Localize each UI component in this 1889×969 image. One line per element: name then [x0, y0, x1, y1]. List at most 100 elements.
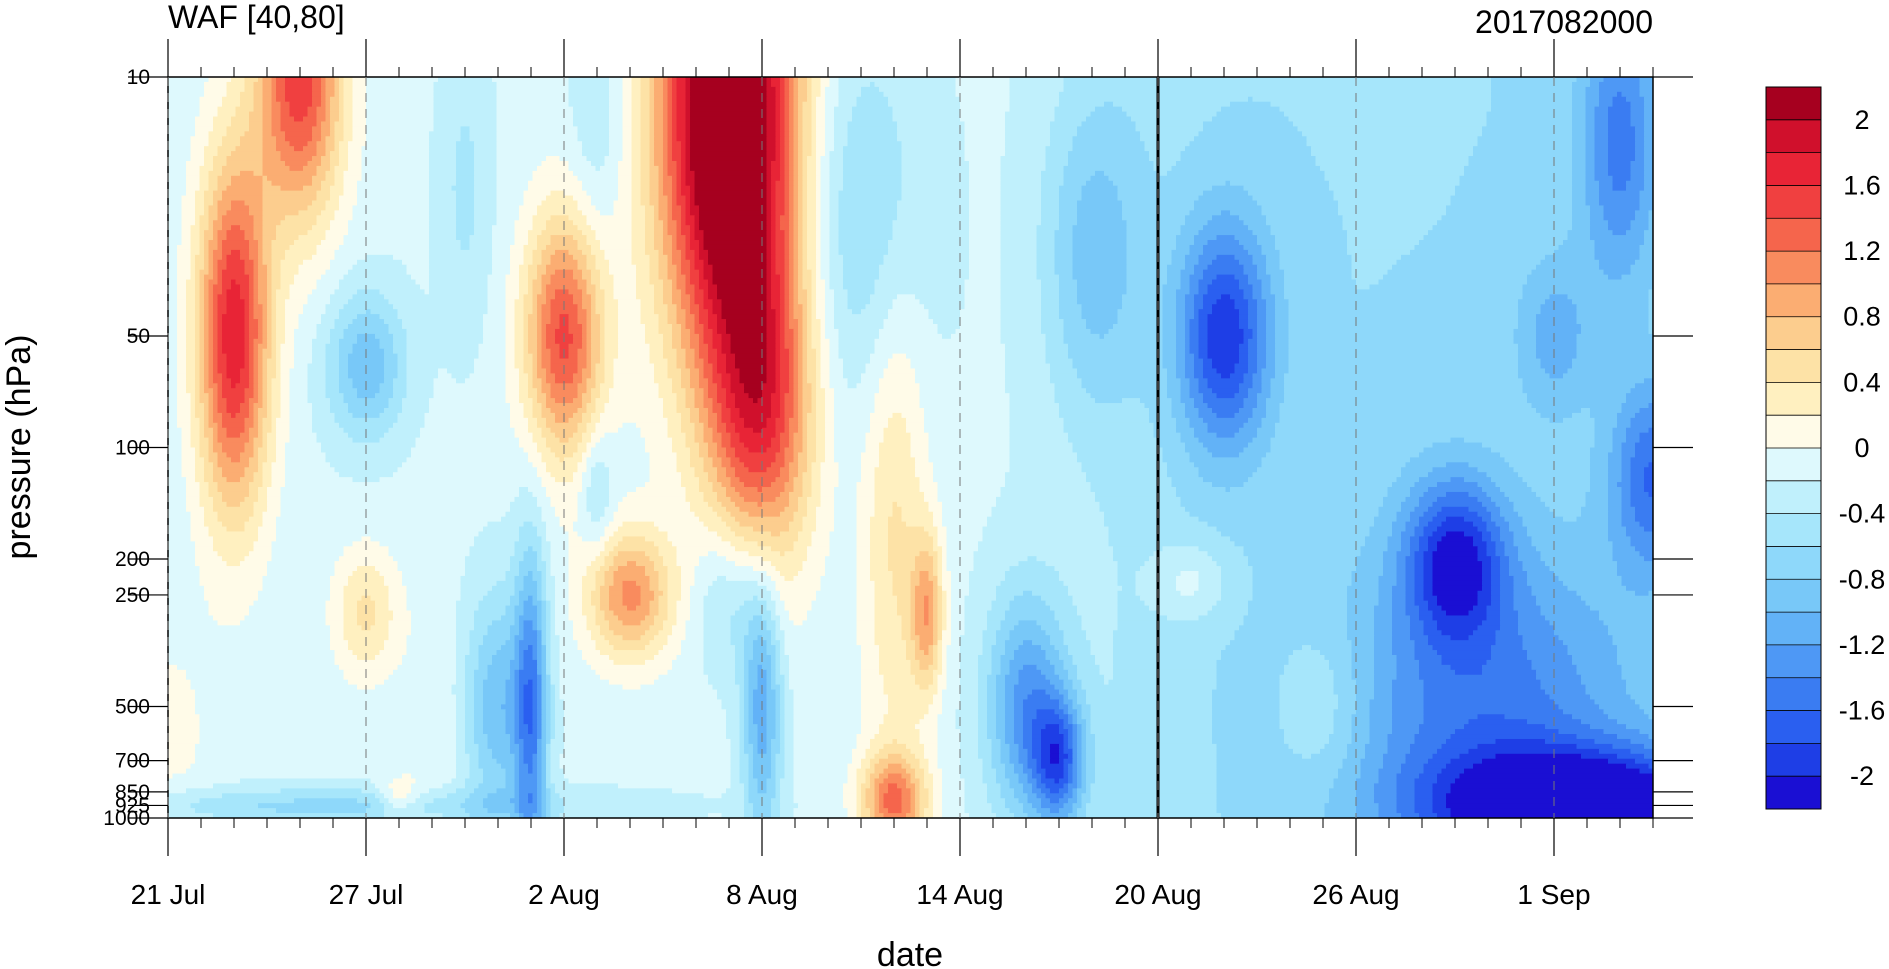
field-cell	[276, 373, 282, 379]
field-cell	[829, 254, 844, 261]
field-cell	[888, 240, 970, 246]
field-cell	[1041, 195, 1060, 202]
field-cell	[343, 77, 354, 83]
field-cell	[1077, 373, 1168, 379]
field-cell	[1522, 284, 1653, 291]
field-cell	[775, 249, 786, 256]
field-cell	[595, 309, 606, 315]
field-cell	[168, 210, 183, 216]
field-cell	[811, 328, 822, 335]
field-cell	[582, 328, 588, 335]
field-cell	[793, 244, 799, 251]
field-cell	[1275, 324, 1290, 330]
field-cell	[609, 116, 624, 123]
field-cell	[334, 121, 345, 127]
field-cell	[780, 175, 786, 182]
field-cell	[744, 422, 768, 429]
field-cell	[1491, 86, 1573, 93]
field-cell	[186, 309, 196, 315]
field-cell	[609, 151, 624, 157]
field-cell	[676, 244, 687, 251]
field-cell	[883, 373, 916, 379]
field-cell	[1212, 279, 1240, 286]
field-cell	[330, 131, 336, 137]
field-cell	[532, 249, 543, 256]
field-cell	[847, 136, 898, 142]
field-cell	[1266, 304, 1276, 310]
field-cell	[1257, 348, 1267, 355]
field-cell	[883, 368, 916, 374]
field-cell	[1572, 225, 1591, 231]
field-cell	[285, 338, 295, 345]
field-cell	[901, 412, 925, 419]
field-cell	[213, 368, 219, 374]
field-cell	[325, 358, 340, 365]
field-cell	[766, 77, 772, 83]
field-cell	[681, 373, 691, 379]
field-cell	[249, 358, 255, 365]
field-cell	[195, 215, 201, 221]
field-cell	[492, 264, 511, 271]
field-cell	[600, 388, 610, 394]
field-cell	[541, 309, 552, 315]
field-cell	[352, 131, 367, 137]
field-cell	[897, 131, 966, 137]
field-cell	[780, 338, 786, 345]
field-cell	[528, 378, 534, 384]
field-cell	[226, 160, 264, 167]
field-cell	[258, 353, 264, 360]
field-cell	[901, 190, 970, 197]
field-cell	[892, 304, 925, 310]
field-cell	[258, 274, 268, 281]
field-cell	[528, 185, 583, 192]
field-cell	[280, 363, 295, 370]
field-cell	[766, 373, 777, 379]
field-cell	[1383, 274, 1528, 281]
field-cell	[1203, 190, 1249, 197]
field-cell	[595, 363, 606, 370]
field-cell	[726, 403, 736, 409]
field-cell	[766, 269, 772, 276]
field-cell	[685, 309, 691, 315]
field-cell	[1176, 294, 1186, 300]
field-cell	[222, 328, 246, 335]
field-cell	[586, 235, 597, 241]
field-cell	[577, 358, 588, 365]
field-cell	[672, 378, 682, 384]
field-cell	[1081, 185, 1119, 192]
field-cell	[618, 427, 642, 434]
field-cell	[312, 338, 331, 345]
field-cell	[1594, 240, 1645, 246]
field-cell	[1171, 249, 1191, 256]
field-cell	[667, 314, 678, 320]
field-cell	[789, 96, 795, 103]
field-cell	[789, 116, 795, 123]
field-cell	[834, 412, 871, 419]
field-cell	[1063, 328, 1092, 335]
field-cell	[573, 195, 592, 202]
field-cell	[816, 116, 826, 123]
field-cell	[213, 116, 232, 123]
field-cell	[1158, 170, 1168, 177]
field-cell	[1572, 200, 1587, 207]
field-cell	[595, 368, 606, 374]
field-cell	[1153, 422, 1177, 429]
field-cell	[429, 131, 462, 137]
field-cell	[186, 304, 196, 310]
field-cell	[177, 363, 187, 370]
field-cell	[276, 136, 286, 142]
field-cell	[820, 240, 831, 246]
field-cell	[577, 264, 588, 271]
field-cell	[550, 299, 574, 305]
field-cell	[1617, 417, 1632, 424]
field-cell	[1248, 393, 1258, 399]
field-cell	[1630, 106, 1645, 113]
field-cell	[298, 314, 322, 320]
field-cell	[586, 319, 592, 325]
field-cell	[798, 116, 804, 123]
field-cell	[685, 220, 696, 226]
field-cell	[168, 215, 183, 221]
field-cell	[586, 427, 597, 434]
field-cell	[217, 180, 232, 187]
field-cell	[1189, 422, 1209, 429]
